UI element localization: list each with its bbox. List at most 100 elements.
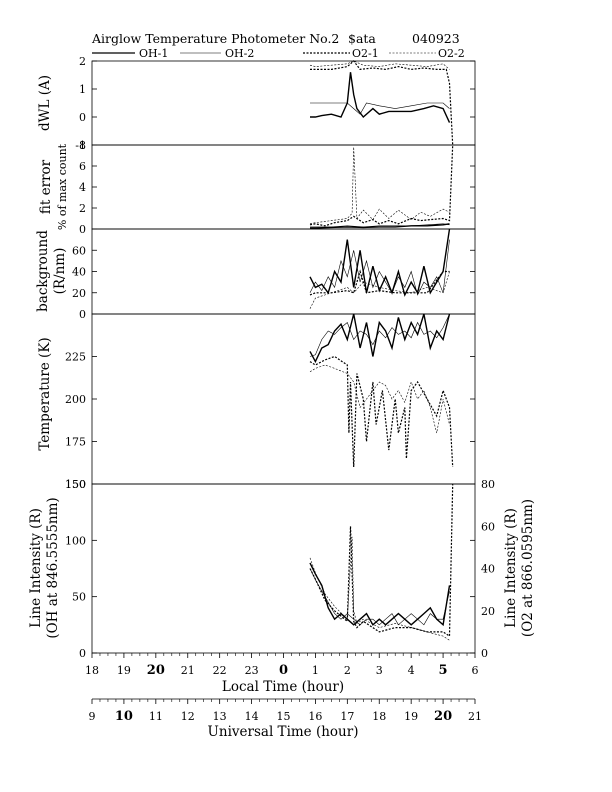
xtick-local-label: 23 — [245, 664, 259, 677]
legend-label-o22: O2-2 — [438, 47, 465, 60]
xtick-local-label: 2 — [344, 664, 351, 677]
legend-label-o21: O2-1 — [352, 47, 379, 60]
panel-bg-series — [309, 228, 451, 309]
ytick-label-right: 0 — [481, 647, 488, 660]
xtick-local-label: 5 — [439, 663, 448, 678]
series-o2-2 — [309, 60, 450, 70]
ytick-label: 6 — [79, 160, 86, 173]
panel-dwl-ylabel: dWL (A) — [37, 75, 53, 131]
xtick-local-label: 4 — [408, 664, 415, 677]
ytick-label: 20 — [72, 287, 86, 300]
panel-dwl: 2 1 0 -1 dWL (A) — [37, 55, 476, 152]
xtick-local-label: 18 — [85, 664, 99, 677]
panel-intensity-ylabel-2: (OH at 846.5555nm) — [45, 497, 61, 638]
panel-intensity-frame — [91, 483, 476, 654]
title-token-1: $ata — [348, 31, 376, 46]
xtick-ut-label: 9 — [89, 710, 96, 723]
panel-temp-series — [309, 313, 454, 468]
x-axis-ut-label: Universal Time (hour) — [208, 724, 359, 740]
xtick-local-label: 3 — [376, 664, 383, 677]
series-o2-2 — [309, 271, 450, 309]
xtick-ut-label: 17 — [340, 710, 354, 723]
xtick-ut-label: 15 — [277, 710, 291, 723]
ytick-label: 0 — [79, 308, 86, 321]
panel-fit-series — [309, 144, 454, 229]
panel-fit-yticks: 8 6 4 2 0 — [79, 139, 475, 236]
panel-temp-yticks: 225 200 175 150 — [65, 351, 475, 491]
xtick-local-label: 6 — [472, 664, 479, 677]
chart-title: Airglow Temperature Photometer No.2 — [91, 31, 339, 46]
panel-dwl-series — [309, 60, 454, 146]
ytick-label: 150 — [65, 478, 86, 491]
legend: OH-1 OH-2 O2-1 O2-2 — [92, 47, 465, 60]
xtick-local-label: 22 — [213, 664, 227, 677]
panel-temp: 225 200 175 150 Temperature (K) — [37, 313, 476, 491]
panel-intensity-ylabel-right-2: (O2 at 866.0595nm) — [520, 499, 536, 637]
xtick-ut-label: 20 — [434, 709, 452, 724]
series-o2-2 — [309, 147, 450, 225]
panel-fit: 8 6 4 2 0 fit error % of max count — [38, 139, 476, 236]
panel-dwl-frame — [91, 60, 476, 146]
ytick-label: 0 — [79, 647, 86, 660]
panel-temp-frame — [91, 313, 476, 485]
panel-bg-ylabel-2: (R/nm) — [52, 248, 68, 295]
series-oh-2 — [309, 239, 450, 296]
panel-intensity-series — [309, 483, 454, 641]
panel-intensity-ylabel-right-1: Line Intensity (R) — [503, 508, 519, 628]
xtick-ut-label: 16 — [308, 710, 322, 723]
series-o2-1 — [309, 144, 454, 227]
panel-fit-ylabel-2: % of max count — [56, 143, 69, 230]
xtick-ut-label: 14 — [245, 710, 259, 723]
panel-intensity: 150 100 50 0 80 60 40 20 0 Line Intensity (R) (… — [28, 478, 536, 660]
series-o2-1 — [309, 483, 454, 638]
panel-intensity-yticks: 150 100 50 0 — [65, 478, 475, 660]
panel-fit-ylabel-1: fit error — [38, 159, 54, 214]
xtick-local-label: 20 — [147, 663, 165, 678]
xtick-ut-label: 10 — [115, 709, 133, 724]
ytick-label: 60 — [72, 244, 86, 257]
ytick-label: 0 — [79, 111, 86, 124]
ytick-label: 2 — [79, 55, 86, 68]
x-axis-local-label: Local Time (hour) — [222, 679, 344, 695]
series-o2-2 — [309, 536, 450, 641]
panel-fit-frame — [91, 144, 476, 230]
ytick-label: 150 — [65, 478, 86, 491]
ytick-label: 8 — [79, 139, 86, 152]
ytick-label-right: 60 — [481, 520, 495, 533]
ytick-label: 4 — [79, 181, 86, 194]
series-oh-2 — [310, 223, 450, 228]
series-oh-1 — [309, 228, 451, 297]
ytick-label: 175 — [65, 436, 86, 449]
series-o2-1 — [309, 355, 454, 468]
ytick-label: 200 — [65, 393, 86, 406]
ytick-label: -1 — [75, 139, 86, 152]
x-axis-ut: 9 10 11 12 13 14 15 16 17 18 19 20 21 — [89, 699, 482, 724]
xtick-ut-label: 13 — [213, 710, 227, 723]
series-oh-2 — [309, 313, 450, 357]
ytick-label: 40 — [72, 266, 86, 279]
x-axis-local: 18 19 20 21 22 23 0 1 2 3 4 5 6 — [85, 653, 479, 678]
panel-bg-frame — [91, 228, 476, 315]
ytick-label-right: 20 — [481, 605, 495, 618]
ytick-label: 50 — [72, 591, 86, 604]
xtick-ut-label: 12 — [181, 710, 195, 723]
series-oh-1 — [310, 72, 451, 123]
series-o2-1 — [310, 60, 454, 146]
ytick-label: 2 — [79, 202, 86, 215]
xtick-ut-label: 19 — [404, 710, 418, 723]
ytick-label: 1 — [79, 83, 86, 96]
panel-intensity-yticks-right: 80 60 40 20 0 — [481, 478, 495, 660]
xtick-ut-label: 18 — [372, 710, 386, 723]
series-oh-1 — [309, 562, 451, 627]
series-oh-1 — [309, 313, 451, 364]
series-oh-1 — [310, 223, 450, 229]
ytick-label: 100 — [65, 534, 86, 547]
xtick-local-label: 1 — [312, 664, 319, 677]
ytick-label-right: 80 — [481, 478, 495, 491]
panel-intensity-ylabel-1: Line Intensity (R) — [28, 508, 44, 628]
series-o2-2 — [309, 364, 450, 434]
panel-bg: 60 40 20 0 background (R/nm) — [35, 228, 476, 321]
legend-label-oh2: OH-2 — [225, 47, 254, 60]
ytick-label: 225 — [65, 351, 86, 364]
